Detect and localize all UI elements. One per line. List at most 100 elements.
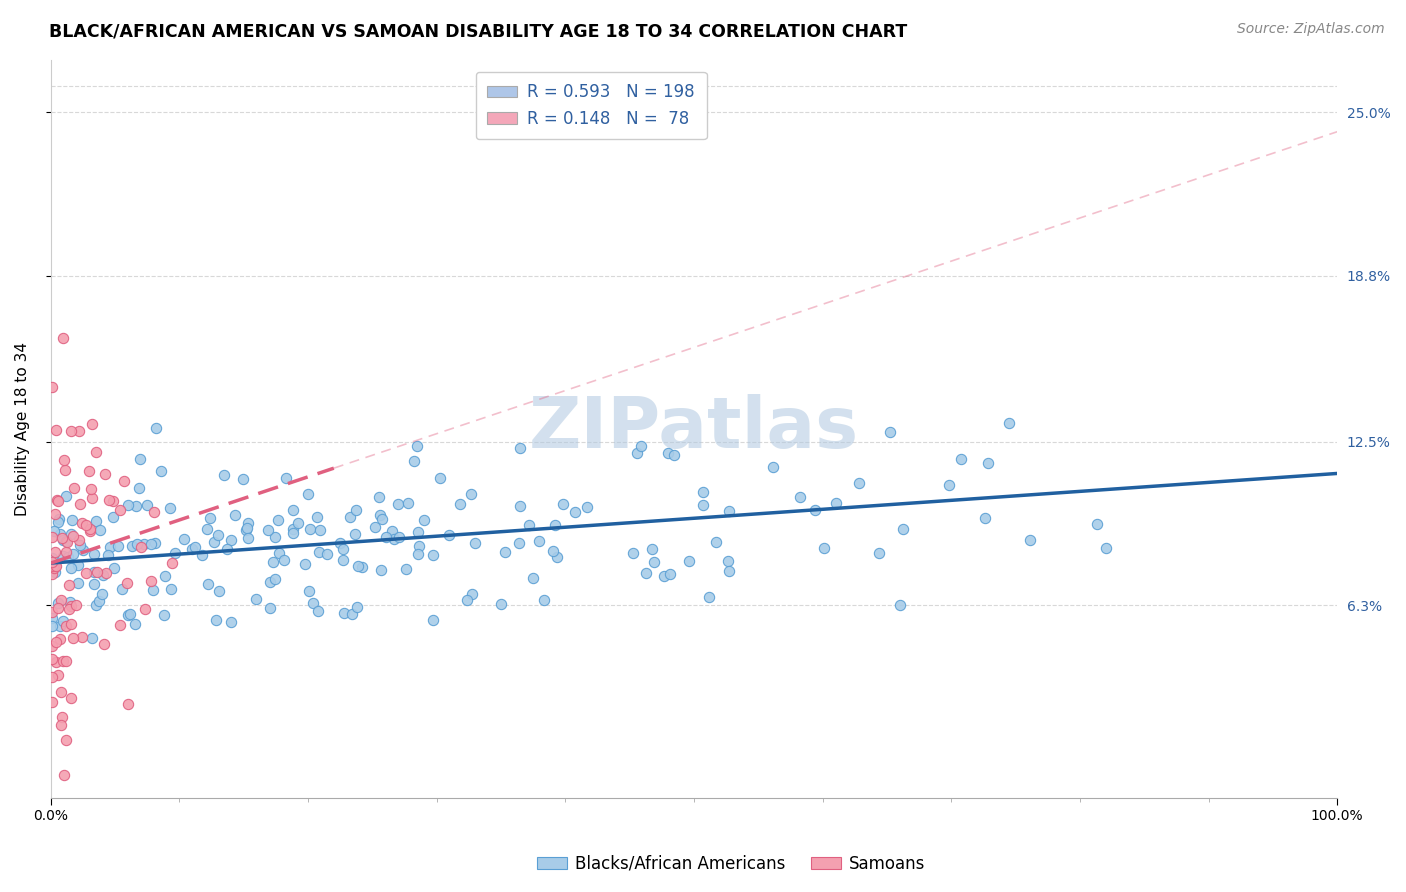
Point <box>422 613 444 627</box>
Point <box>51 532 73 546</box>
Point <box>153 569 176 583</box>
Point <box>139 537 162 551</box>
Point <box>374 530 396 544</box>
Point <box>891 522 914 536</box>
Point <box>165 546 187 560</box>
Point <box>45 635 67 649</box>
Point <box>51 331 73 345</box>
Text: Source: ZipAtlas.com: Source: ZipAtlas.com <box>1237 22 1385 37</box>
Point <box>59 599 82 614</box>
Point <box>541 544 564 558</box>
Point <box>868 546 890 560</box>
Point <box>110 503 132 517</box>
Point <box>259 601 281 615</box>
Point <box>287 516 309 530</box>
Point <box>41 695 63 709</box>
Point <box>41 566 63 581</box>
Point <box>664 448 686 462</box>
Point <box>60 513 83 527</box>
Point <box>848 476 870 491</box>
Point <box>51 710 73 724</box>
Point <box>41 619 63 633</box>
Point <box>347 559 370 574</box>
Point <box>69 425 91 439</box>
Point <box>517 518 540 533</box>
Point <box>267 546 290 560</box>
Point <box>276 470 298 484</box>
Point <box>387 498 409 512</box>
Point <box>82 417 104 431</box>
Point <box>41 380 63 394</box>
Point <box>67 575 90 590</box>
Point <box>60 690 83 705</box>
Point <box>72 543 94 558</box>
Point <box>60 425 83 439</box>
Point <box>83 565 105 579</box>
Point <box>58 601 80 615</box>
Point <box>46 515 69 529</box>
Point <box>396 496 419 510</box>
Point <box>55 619 77 633</box>
Point <box>640 541 662 556</box>
Point <box>717 554 740 568</box>
Point <box>162 557 184 571</box>
Point <box>62 529 84 543</box>
Point <box>79 464 101 478</box>
Point <box>405 440 427 454</box>
Legend: Blacks/African Americans, Samoans: Blacks/African Americans, Samoans <box>530 848 932 880</box>
Point <box>41 559 63 574</box>
Point <box>333 606 356 620</box>
Point <box>546 550 568 565</box>
Point <box>256 523 278 537</box>
Point <box>235 523 257 537</box>
Point <box>949 451 972 466</box>
Point <box>202 535 225 549</box>
Point <box>93 637 115 651</box>
Point <box>55 732 77 747</box>
Point <box>62 547 84 561</box>
Point <box>308 545 330 559</box>
Point <box>97 492 120 507</box>
Point <box>636 566 658 581</box>
Point <box>232 472 254 486</box>
Point <box>127 537 149 551</box>
Point <box>329 535 352 549</box>
Point <box>340 607 363 621</box>
Point <box>46 596 69 610</box>
Point <box>245 591 267 606</box>
Point <box>263 572 285 586</box>
Point <box>94 566 117 580</box>
Point <box>83 577 105 591</box>
Point <box>46 668 69 682</box>
Point <box>315 547 337 561</box>
Point <box>62 632 84 646</box>
Point <box>346 599 368 614</box>
Point <box>298 522 321 536</box>
Point <box>509 500 531 514</box>
Point <box>94 467 117 481</box>
Point <box>55 463 77 477</box>
Point <box>41 639 63 653</box>
Point <box>509 441 531 455</box>
Point <box>117 608 139 623</box>
Point <box>136 498 159 512</box>
Point <box>52 654 75 668</box>
Point <box>938 477 960 491</box>
Point <box>219 615 242 629</box>
Point <box>59 561 82 575</box>
Point <box>75 518 97 533</box>
Point <box>52 533 75 548</box>
Point <box>219 533 242 547</box>
Point <box>49 717 72 731</box>
Point <box>283 525 305 540</box>
Point <box>41 558 63 573</box>
Point <box>371 512 394 526</box>
Point <box>52 767 75 781</box>
Point <box>489 598 512 612</box>
Point <box>145 421 167 435</box>
Point <box>84 445 107 459</box>
Point <box>128 452 150 467</box>
Point <box>626 446 648 460</box>
Point <box>460 487 482 501</box>
Point <box>307 509 329 524</box>
